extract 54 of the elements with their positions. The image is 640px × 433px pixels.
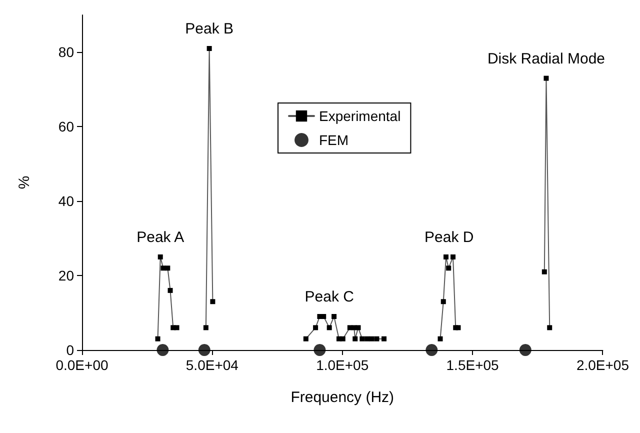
point [542,269,547,274]
y-tick-label: 80 [58,44,74,60]
point [206,46,212,51]
point [547,325,552,330]
point [156,344,169,356]
point [168,288,173,293]
point [314,344,326,356]
point [356,325,361,330]
point [340,336,346,342]
point [332,314,337,319]
point [443,254,448,260]
point [360,336,365,342]
point [438,336,443,342]
point [313,325,318,330]
annotation: Peak A [136,228,184,246]
point [446,266,452,271]
point [210,299,216,304]
x-tick-label: 1.5E+05 [446,357,500,373]
point [352,336,358,342]
point [303,336,308,342]
x-tick-label: 1.0E+05 [316,357,369,373]
point [369,336,374,342]
y-tick-label: 40 [58,193,74,210]
point [450,254,456,260]
x-tick-label: 5.0E+04 [186,357,239,373]
point [456,325,461,330]
annotation: Peak D [424,228,474,246]
legend-label: Experimental [319,108,401,124]
point [519,344,532,356]
y-tick-label: 0 [66,342,74,358]
y-tick-label: 20 [58,268,74,284]
point [364,336,370,342]
point [203,325,208,330]
point [326,325,332,330]
point [440,299,446,304]
point [426,344,438,356]
point [158,254,163,260]
point [155,336,160,342]
point [544,76,549,81]
point [165,266,170,271]
point [374,336,380,342]
point [382,336,387,342]
y-tick-label: 60 [58,118,74,135]
point [160,266,166,271]
point [198,344,210,356]
annotation: Peak B [185,20,234,38]
y-axis-title: % [16,176,33,190]
legend-label: FEM [319,132,349,148]
annotation: Peak C [304,288,354,306]
x-tick-label: 2.0E+05 [576,357,630,373]
x-tick-label: 0.0E+00 [56,357,108,373]
x-axis-title: Frequency (Hz) [290,389,394,406]
annotation: Disk Radial Mode [487,50,605,68]
point [174,325,180,330]
